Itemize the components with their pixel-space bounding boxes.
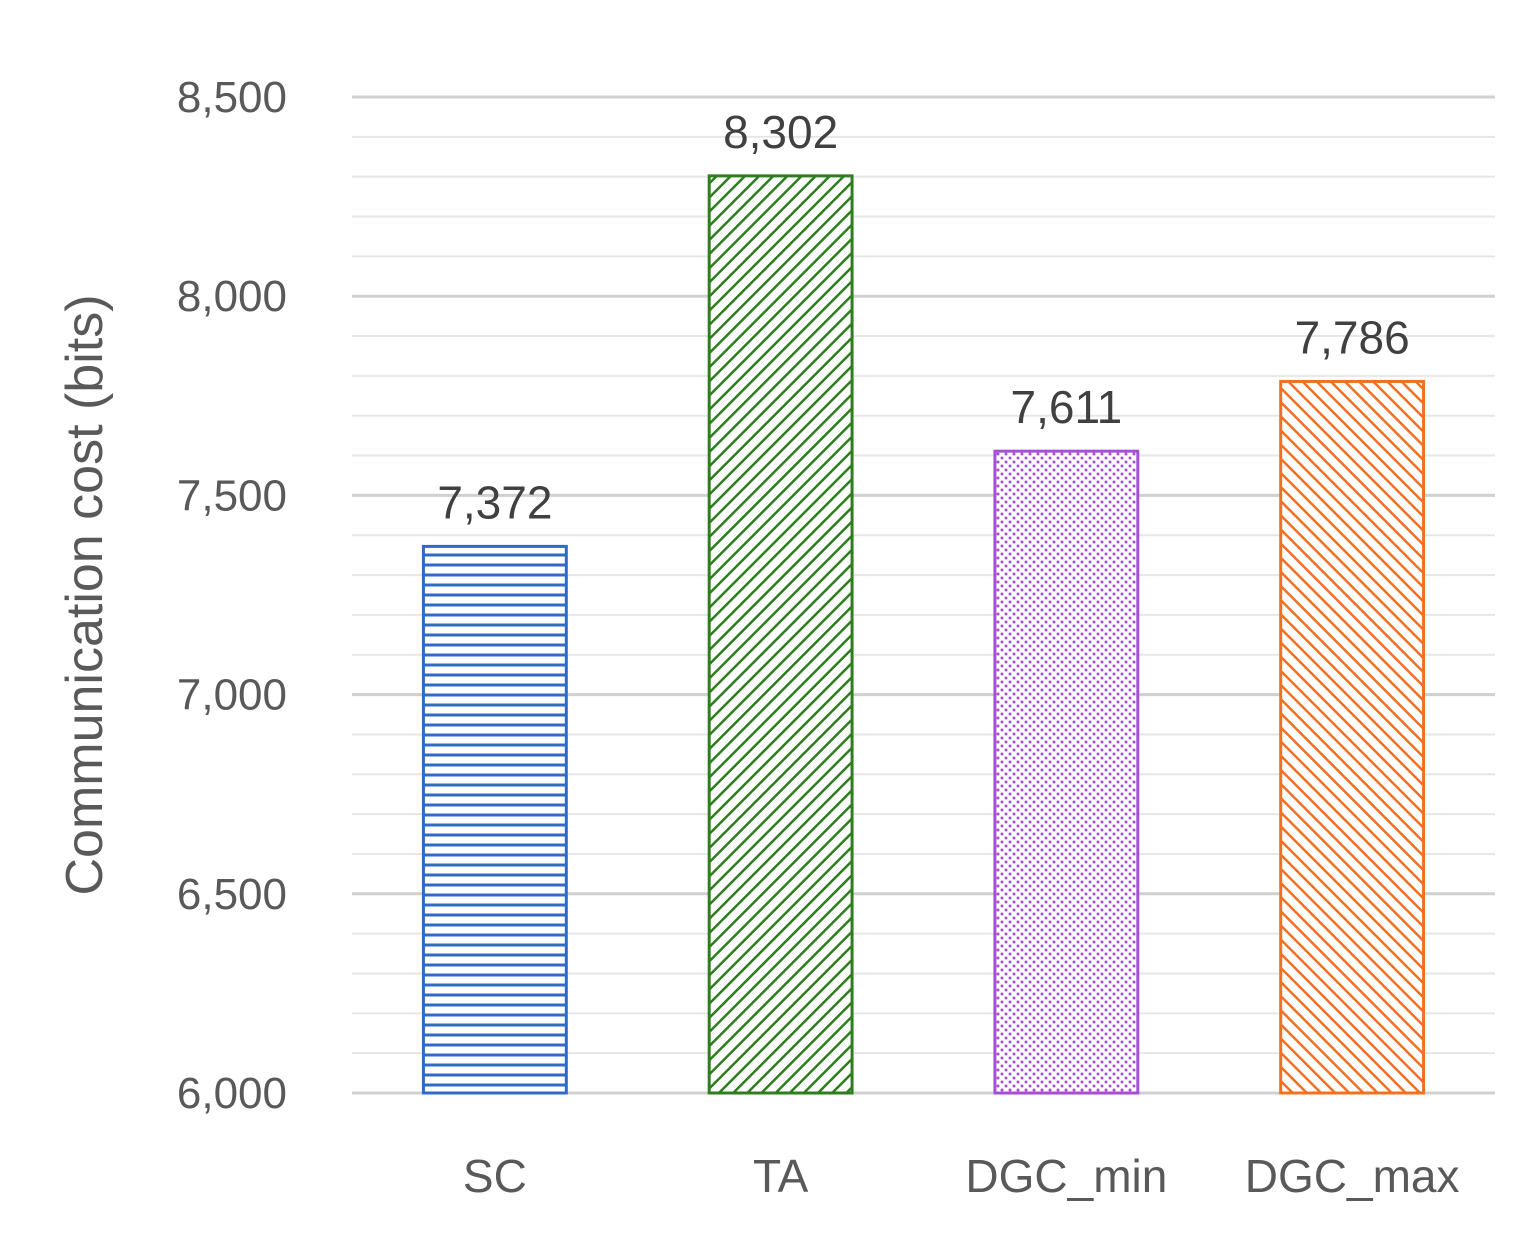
data-label: 7,611 — [1011, 381, 1123, 433]
x-tick-label: DGC_min — [965, 1150, 1167, 1202]
x-tick-label: TA — [753, 1150, 809, 1202]
data-label: 7,372 — [437, 476, 552, 528]
bar-dgc-max — [1279, 379, 1426, 1095]
y-tick-label: 8,500 — [177, 73, 287, 122]
data-labels: 7,372 8,302 7,611 7,786 — [437, 106, 1409, 529]
bars — [421, 174, 1426, 1095]
y-tick-label: 7,500 — [177, 471, 287, 520]
y-axis-tick-labels: 6,000 6,500 7,000 7,500 8,000 8,500 — [177, 73, 287, 1118]
bar-dgc-min — [993, 449, 1140, 1095]
data-label: 7,786 — [1295, 311, 1410, 363]
data-label: 8,302 — [723, 106, 838, 158]
bar-sc — [421, 544, 568, 1095]
y-tick-label: 6,000 — [177, 1069, 287, 1118]
x-tick-label: SC — [463, 1150, 527, 1202]
y-tick-label: 8,000 — [177, 272, 287, 321]
x-tick-label: DGC_max — [1245, 1150, 1460, 1202]
y-tick-label: 6,500 — [177, 870, 287, 919]
y-tick-label: 7,000 — [177, 671, 287, 720]
bar-ta — [707, 174, 854, 1095]
x-axis-category-labels: SC TA DGC_min DGC_max — [463, 1150, 1460, 1202]
y-axis-title: Communication cost (bits) — [56, 294, 114, 895]
